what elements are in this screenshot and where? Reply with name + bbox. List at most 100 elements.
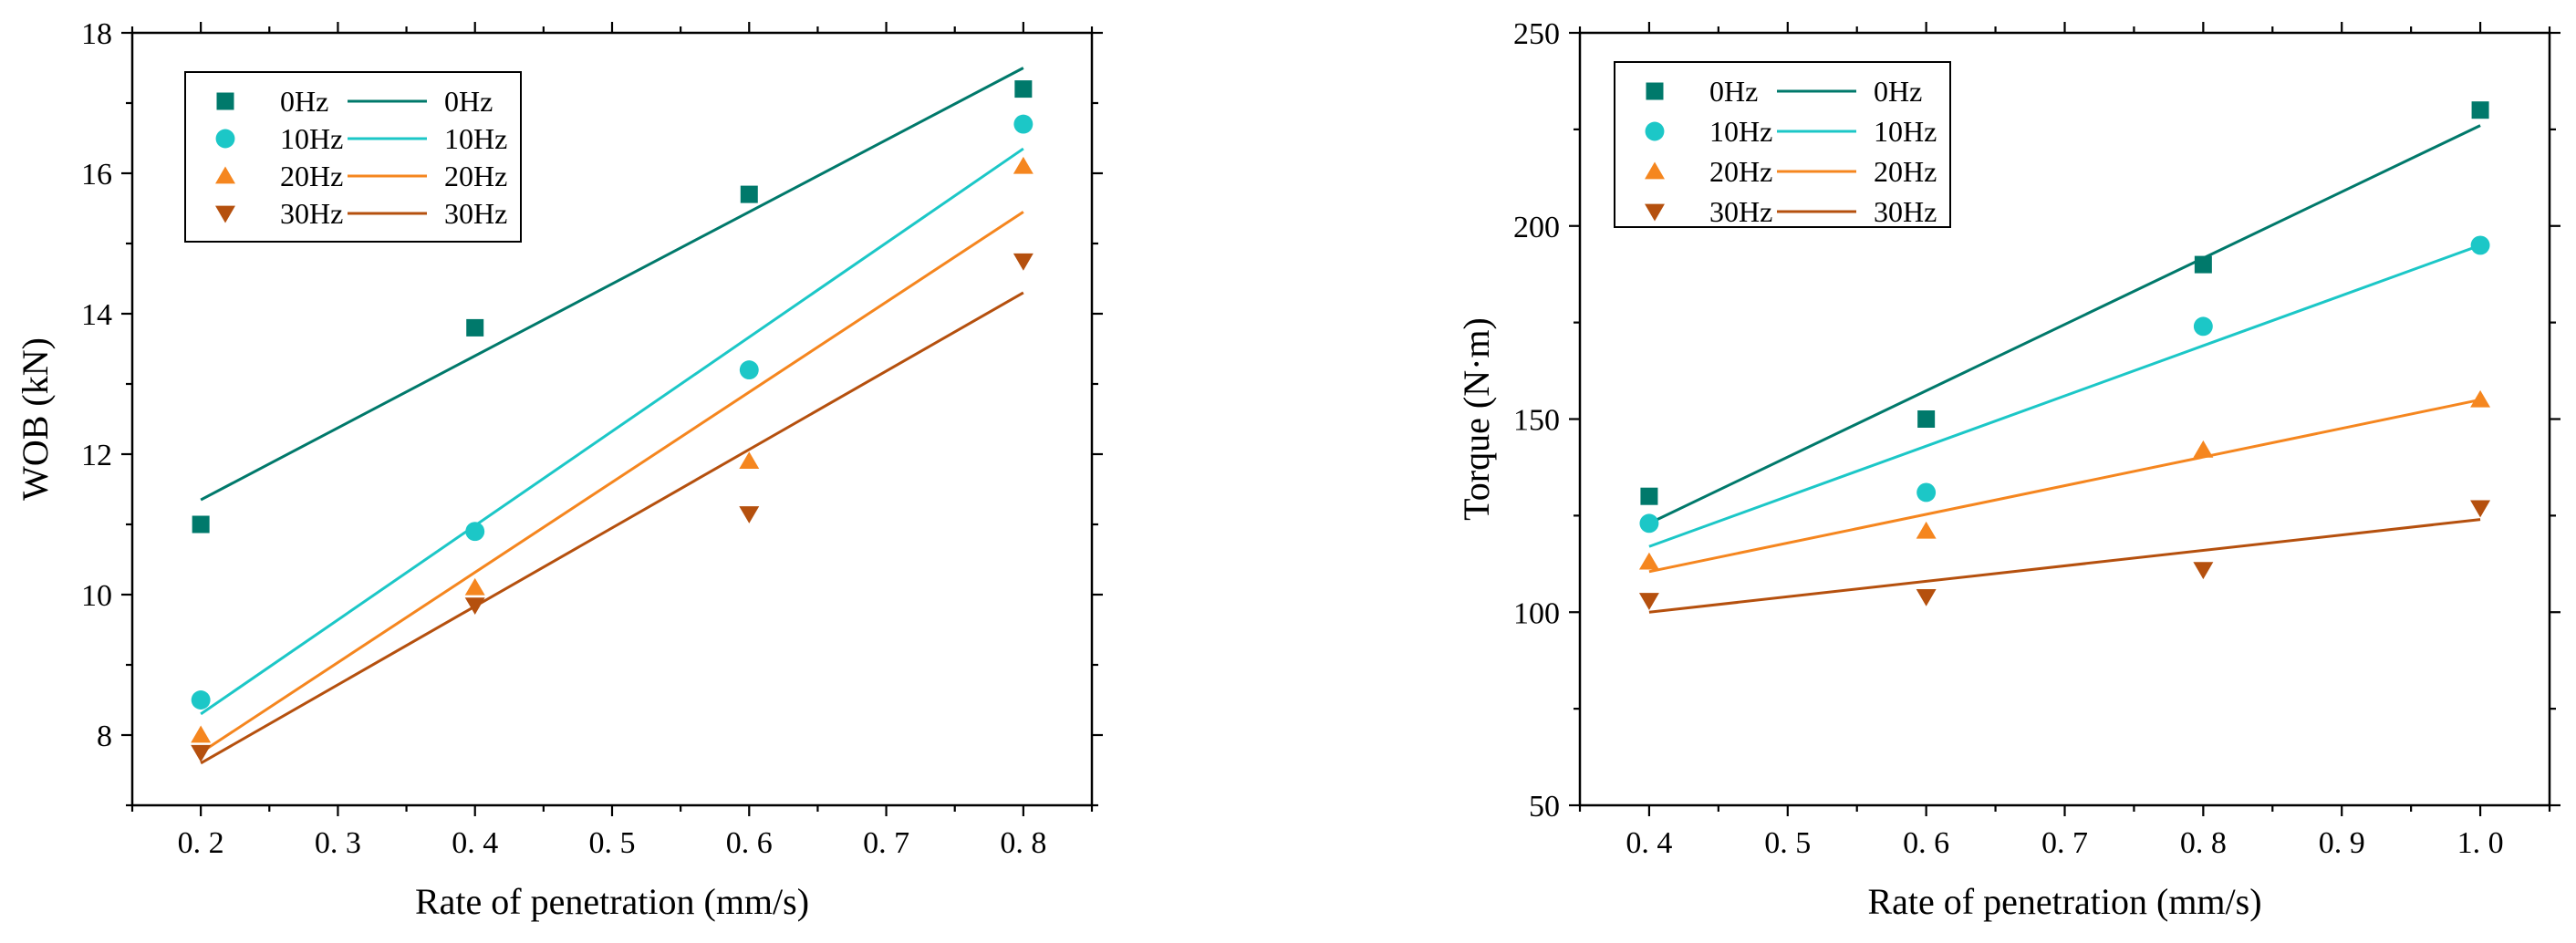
legend-label: 20Hz <box>280 160 343 192</box>
data-point-10Hz <box>2193 316 2213 337</box>
data-point-0Hz <box>1014 80 1033 98</box>
x-axis-label: Rate of penetration (mm/s) <box>415 881 809 922</box>
data-point-30Hz <box>464 597 485 615</box>
legend-label: 10Hz <box>280 122 343 155</box>
x-tick-label: 0. 7 <box>2041 826 2088 860</box>
data-point-10Hz <box>1013 114 1034 134</box>
data-point-20Hz <box>2193 440 2214 458</box>
legend-marker-20Hz <box>215 166 235 184</box>
y-tick-label: 50 <box>1529 790 1560 824</box>
fit-line-20Hz <box>200 211 1024 754</box>
data-point-10Hz <box>739 360 759 380</box>
legend: 0Hz 0Hz 10Hz 10Hz 20Hz 20Hz 30Hz 30Hz <box>184 71 522 243</box>
data-point-0Hz <box>466 318 484 337</box>
y-tick-label: 16 <box>81 158 112 192</box>
x-tick-label: 0. 6 <box>726 826 773 860</box>
legend-label: 0Hz <box>1874 75 1922 108</box>
data-point-20Hz <box>191 725 212 743</box>
y-tick-label: 250 <box>1513 17 1560 51</box>
series-30Hz <box>1638 500 2491 614</box>
x-tick-label: 0. 7 <box>863 826 909 860</box>
data-point-0Hz <box>1640 487 1658 505</box>
data-point-10Hz <box>2470 235 2490 255</box>
legend-marker-20Hz <box>1645 161 1665 180</box>
x-tick-label: 0. 2 <box>178 826 224 860</box>
series-10Hz <box>191 114 1034 716</box>
legend-label: 30Hz <box>1709 195 1772 228</box>
y-axis-label: WOB (kN) <box>15 337 56 501</box>
data-point-30Hz <box>2193 562 2214 580</box>
legend-marker-0Hz <box>216 92 234 110</box>
legend-marker-0Hz <box>1646 82 1664 100</box>
legend-label: 30Hz <box>280 197 343 230</box>
fit-line-30Hz <box>1648 518 2481 614</box>
series-30Hz <box>191 253 1034 765</box>
x-tick-label: 0. 4 <box>452 826 498 860</box>
data-point-20Hz <box>1916 521 1937 539</box>
data-point-30Hz <box>2470 500 2491 518</box>
x-tick-label: 0. 5 <box>589 826 636 860</box>
data-point-10Hz <box>191 690 211 710</box>
fit-line-0Hz <box>1648 124 2481 525</box>
data-point-30Hz <box>739 506 760 523</box>
data-point-20Hz <box>2470 389 2491 408</box>
legend-label: 10Hz <box>444 122 507 155</box>
data-point-0Hz <box>192 515 210 534</box>
x-tick-label: 0. 3 <box>315 826 361 860</box>
x-tick-label: 0. 8 <box>1000 826 1046 860</box>
y-tick-label: 200 <box>1513 211 1560 244</box>
fit-line-10Hz <box>200 147 1024 716</box>
y-tick-label: 12 <box>81 439 112 472</box>
x-axis-label: Rate of penetration (mm/s) <box>1867 881 2261 922</box>
series-20Hz <box>1638 389 2491 574</box>
legend-label: 30Hz <box>1874 195 1937 228</box>
y-tick-label: 150 <box>1513 404 1560 438</box>
legend-label: 30Hz <box>444 197 507 230</box>
x-tick-label: 0. 6 <box>1903 826 1949 860</box>
data-point-30Hz <box>1638 593 1659 610</box>
legend-marker-30Hz <box>215 205 235 223</box>
legend-marker-10Hz <box>215 129 235 149</box>
x-tick-label: 0. 4 <box>1626 826 1672 860</box>
fit-line-0Hz <box>200 67 1024 502</box>
data-point-20Hz <box>1638 552 1659 570</box>
legend-label: 20Hz <box>444 160 507 192</box>
data-point-30Hz <box>191 744 212 762</box>
x-tick-label: 1. 0 <box>2457 826 2504 860</box>
data-point-20Hz <box>1013 156 1034 174</box>
legend-label: 10Hz <box>1709 115 1772 148</box>
data-point-0Hz <box>740 185 758 203</box>
legend-box <box>1614 61 1951 228</box>
x-tick-label: 0. 9 <box>2319 826 2365 860</box>
y-tick-label: 100 <box>1513 596 1560 630</box>
data-point-0Hz <box>1917 410 1936 428</box>
series-20Hz <box>191 156 1034 754</box>
data-point-0Hz <box>2194 255 2212 274</box>
legend: 0Hz 0Hz 10Hz 10Hz 20Hz 20Hz 30Hz 30Hz <box>1614 61 1951 228</box>
legend-label: 10Hz <box>1874 115 1937 148</box>
legend-label: 0Hz <box>444 85 493 118</box>
y-tick-label: 10 <box>81 579 112 613</box>
chart-torque: 0. 4 0. 5 0. 6 0. 7 0. 8 0. 9 1. 0 50 100 150 200 2… <box>1456 17 2560 922</box>
series-0Hz <box>1640 101 2489 525</box>
fit-line-30Hz <box>200 291 1024 765</box>
fit-line-20Hz <box>1648 398 2481 574</box>
data-point-10Hz <box>1916 482 1937 503</box>
legend-label: 20Hz <box>1709 155 1772 188</box>
data-point-20Hz <box>464 577 485 596</box>
x-tick-label: 0. 8 <box>2180 826 2227 860</box>
y-tick-label: 8 <box>97 720 112 753</box>
series-10Hz <box>1639 235 2490 548</box>
y-tick-label: 14 <box>81 298 112 332</box>
data-point-10Hz <box>465 522 485 542</box>
data-point-20Hz <box>739 451 760 470</box>
legend-label: 20Hz <box>1874 155 1937 188</box>
series-0Hz <box>192 67 1033 534</box>
data-point-10Hz <box>1639 513 1659 534</box>
legend-marker-10Hz <box>1645 121 1665 141</box>
legend-marker-30Hz <box>1645 203 1665 222</box>
legend-label: 0Hz <box>280 85 328 118</box>
y-tick-label: 18 <box>81 17 112 51</box>
fit-line-10Hz <box>1648 244 2481 548</box>
